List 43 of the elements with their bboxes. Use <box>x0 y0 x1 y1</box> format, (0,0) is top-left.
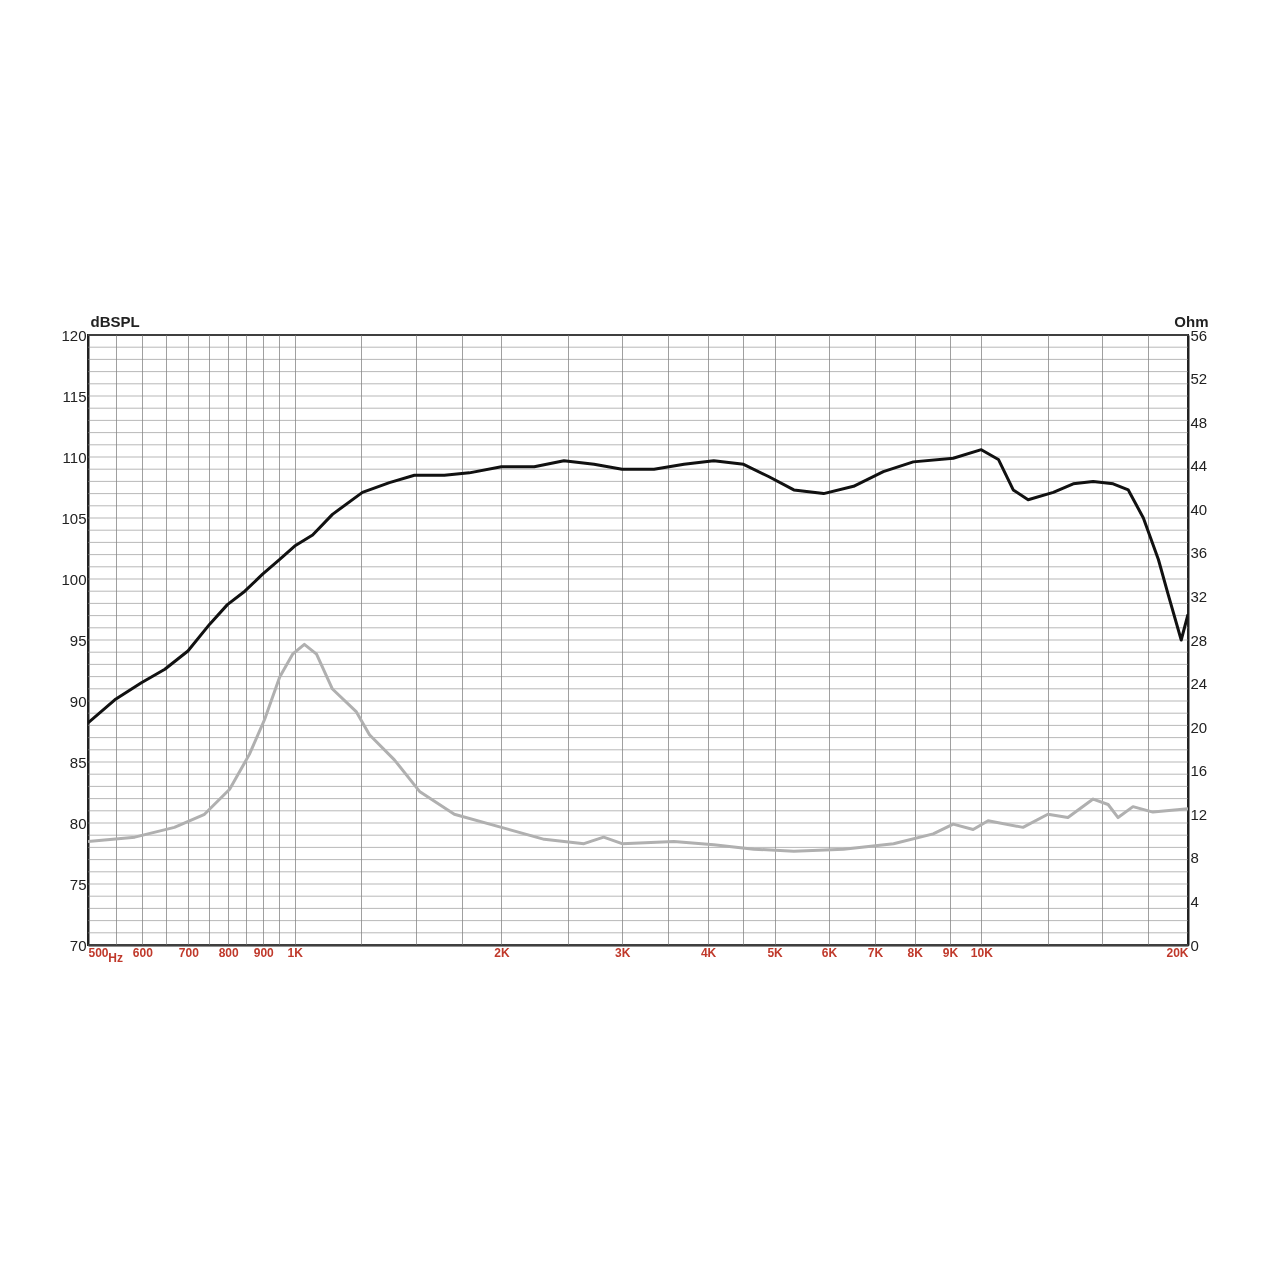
x-tick-label: 20K <box>1166 945 1189 960</box>
y2-tick-label: 40 <box>1190 500 1208 518</box>
x-tick-label: 8K <box>907 945 924 960</box>
y2-tick-label: 4 <box>1190 892 1199 910</box>
y-tick-label: 70 <box>69 936 87 954</box>
x-tick-label: 2K <box>494 945 510 960</box>
y2-tick-label: 36 <box>1190 544 1208 562</box>
x-tick-label: 5K <box>767 945 784 960</box>
y-axis-title: dBSPL <box>90 312 140 330</box>
y-tick-label: 95 <box>69 631 87 649</box>
x-tick-label: 1K <box>287 945 304 960</box>
y2-tick-label: 44 <box>1190 457 1208 475</box>
y-tick-label: 100 <box>61 570 87 588</box>
y2-tick-label: 24 <box>1190 675 1208 693</box>
x-axis-title: Hz <box>108 950 124 965</box>
y-tick-label: 120 <box>61 326 87 344</box>
x-tick-label: 7K <box>867 945 884 960</box>
y2-tick-label: 8 <box>1190 849 1199 867</box>
y2-tick-label: 52 <box>1190 370 1208 388</box>
y-tick-label: 115 <box>62 387 87 405</box>
y2-tick-label: 16 <box>1190 762 1208 780</box>
y2-tick-label: 48 <box>1190 413 1208 431</box>
y2-tick-label: 20 <box>1190 718 1208 736</box>
y-tick-label: 80 <box>69 814 87 832</box>
x-tick-label: 800 <box>218 945 239 960</box>
x-tick-label: 600 <box>132 945 154 960</box>
x-tick-label: 10K <box>970 945 994 960</box>
y-tick-label: 105 <box>61 509 87 527</box>
x-tick-label: 3K <box>615 945 631 960</box>
y-tick-label: 75 <box>69 875 87 893</box>
y2-tick-label: 12 <box>1190 805 1208 823</box>
y2-tick-label: 0 <box>1190 936 1199 954</box>
x-tick-label: 900 <box>253 945 275 960</box>
x-tick-label: 700 <box>178 945 200 960</box>
x-tick-label: 4K <box>700 945 717 960</box>
y-tick-label: 85 <box>69 753 87 771</box>
x-tick-label: 6K <box>821 945 838 960</box>
y2-tick-label: 28 <box>1190 631 1208 649</box>
x-tick-label: 9K <box>942 945 959 960</box>
x-tick-label: 500 <box>88 945 109 960</box>
y-tick-label: 90 <box>69 692 87 710</box>
y2-tick-label: 32 <box>1190 587 1208 605</box>
y-tick-label: 110 <box>62 448 87 466</box>
